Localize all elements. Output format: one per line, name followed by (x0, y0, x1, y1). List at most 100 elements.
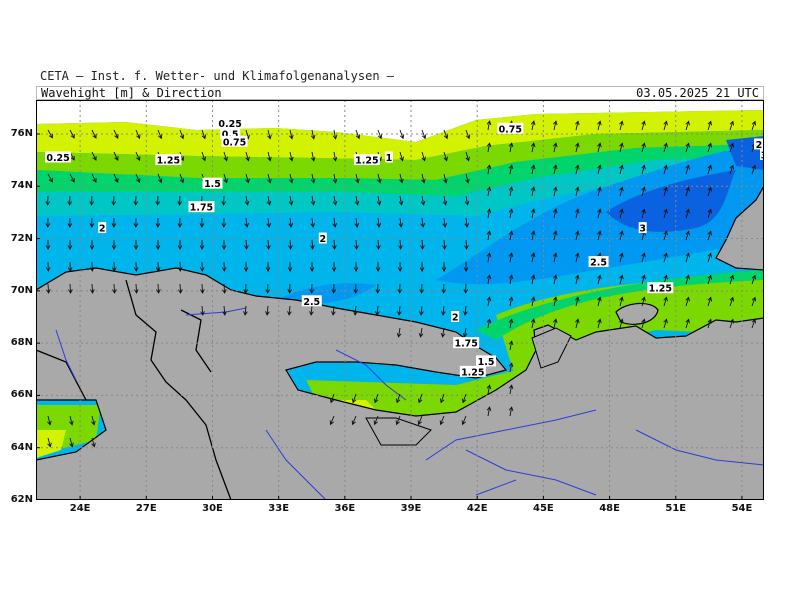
contour-label-bg (497, 122, 524, 134)
direction-arrow (47, 437, 52, 448)
direction-arrow (155, 261, 161, 272)
direction-arrow (552, 274, 558, 285)
direction-arrow (508, 362, 514, 373)
direction-arrow (685, 274, 690, 285)
direction-arrow (332, 173, 338, 184)
direction-arrow (575, 186, 580, 197)
direction-arrow (289, 129, 294, 140)
direction-arrow (310, 129, 316, 140)
direction-arrow (729, 296, 735, 307)
direction-arrow (508, 230, 514, 241)
direction-arrow (47, 173, 53, 183)
direction-arrow (552, 296, 558, 307)
direction-arrow (420, 217, 426, 228)
land-scandinavia-kola (36, 267, 764, 500)
direction-arrow (552, 208, 558, 219)
direction-arrow (440, 327, 446, 338)
direction-arrow (395, 415, 401, 426)
direction-arrow (397, 283, 403, 294)
lon-tick-label: 54E (731, 503, 753, 514)
direction-arrow (243, 261, 249, 272)
direction-arrow (443, 129, 449, 140)
direction-arrow (685, 208, 690, 219)
direction-arrow (351, 393, 357, 404)
direction-arrow (421, 151, 426, 162)
contour-label: 0.5 (222, 129, 239, 140)
wave-band-2-5-south (276, 283, 376, 305)
direction-arrow (508, 142, 514, 153)
direction-arrow (399, 151, 404, 162)
direction-arrow (463, 305, 468, 316)
direction-arrow (641, 318, 646, 329)
direction-arrow (552, 230, 558, 241)
direction-arrow (641, 208, 646, 219)
direction-arrow (442, 217, 448, 228)
direction-arrow (287, 283, 293, 294)
direction-arrow (309, 283, 315, 294)
direction-arrow (463, 283, 469, 294)
lon-tick-label: 39E (400, 503, 422, 514)
lon-tick-label: 45E (533, 503, 554, 514)
direction-arrow (486, 318, 492, 329)
direction-arrow (619, 164, 624, 175)
wave-band-0-75 (36, 110, 764, 160)
direction-arrow (552, 186, 558, 197)
direction-arrow (113, 129, 119, 140)
direction-arrow (179, 129, 185, 140)
direction-arrow (376, 195, 382, 206)
lat-tick-label: 70N (10, 284, 33, 296)
direction-arrow (443, 151, 448, 162)
direction-arrow (221, 261, 227, 272)
direction-arrow (113, 151, 119, 162)
direction-arrow (111, 217, 117, 228)
direction-arrow (486, 186, 492, 197)
direction-arrow (530, 318, 536, 329)
direction-arrow (45, 261, 51, 272)
contour-label-bg (155, 154, 182, 166)
direction-arrow (575, 142, 580, 153)
direction-arrow (707, 208, 712, 219)
direction-arrow (221, 217, 227, 228)
direction-arrow (111, 239, 117, 250)
direction-arrow (177, 261, 183, 272)
direction-arrow (310, 217, 316, 228)
direction-arrow (575, 230, 580, 241)
direction-arrow (266, 195, 272, 206)
direction-arrow (157, 129, 163, 140)
contour-label-bg (98, 222, 107, 234)
direction-arrow (45, 217, 51, 228)
direction-arrow (597, 274, 602, 285)
direction-arrow (267, 129, 272, 140)
direction-arrow (355, 173, 360, 184)
direction-arrow (441, 283, 447, 294)
contour-label-bg (760, 148, 764, 160)
direction-arrow (530, 274, 536, 285)
valid-date: 03.05.2025 21 UTC (636, 86, 759, 100)
contour-label-bg (459, 365, 486, 377)
direction-arrow (310, 239, 315, 250)
direction-arrow (597, 142, 602, 153)
direction-arrow (223, 173, 228, 184)
direction-arrow (265, 283, 271, 294)
contour-label: 0.25 (46, 153, 69, 164)
direction-arrow (91, 415, 96, 426)
no-data-area (36, 100, 764, 142)
direction-arrow (508, 252, 514, 263)
direction-arrow (619, 120, 624, 131)
map-frame (36, 100, 764, 500)
direction-arrow (439, 393, 445, 404)
lat-tick-label: 76N (10, 127, 33, 139)
direction-arrow (287, 305, 292, 316)
wave-band-1-75 (36, 158, 764, 216)
land-kanin (531, 327, 572, 369)
direction-arrow (751, 274, 757, 285)
direction-arrow (729, 120, 735, 131)
direction-arrow (685, 296, 690, 307)
direction-arrow (177, 195, 183, 206)
direction-arrow (619, 142, 624, 153)
direction-arrow (377, 173, 382, 184)
wave-band-3 (606, 170, 736, 232)
direction-arrow (464, 217, 470, 228)
direction-arrow (508, 186, 514, 197)
direction-arrow (135, 129, 141, 140)
